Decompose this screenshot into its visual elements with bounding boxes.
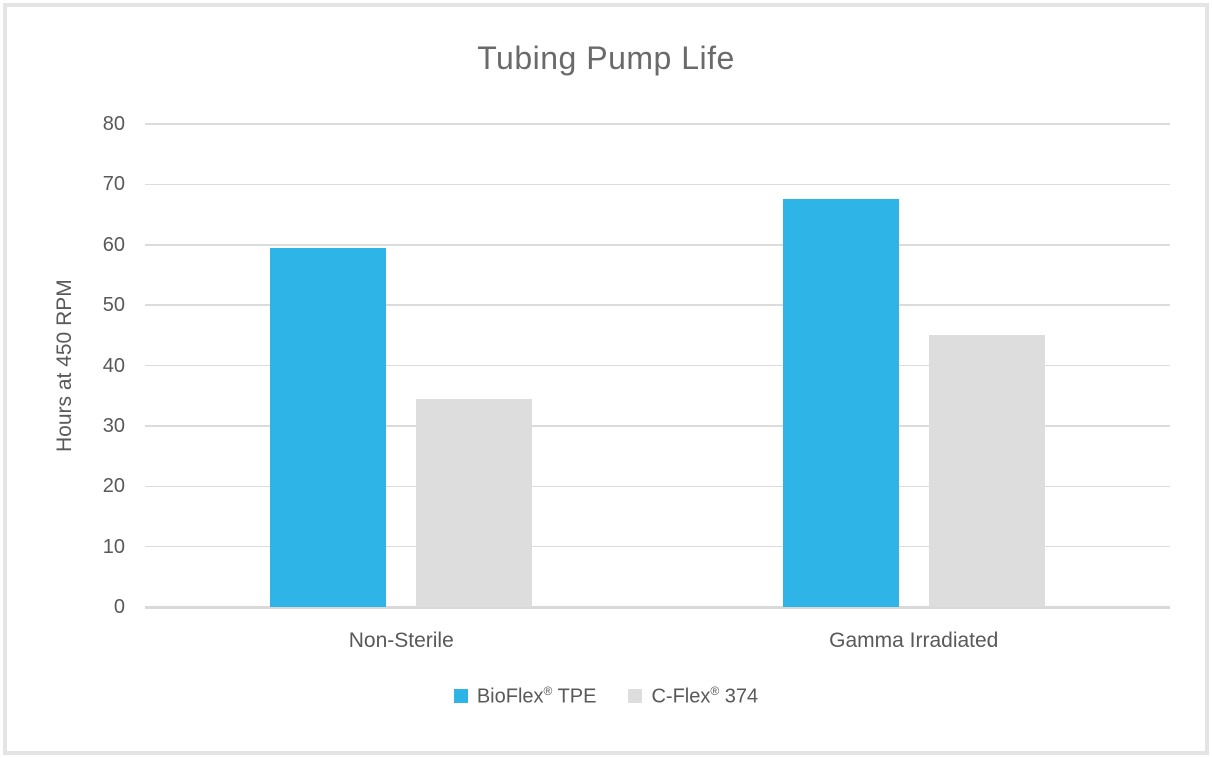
gridline	[145, 123, 1170, 125]
gridline	[145, 304, 1170, 306]
gridline	[145, 425, 1170, 427]
y-tick-label: 80	[102, 113, 125, 135]
legend-swatch-icon	[453, 689, 468, 704]
legend-label: C-Flex® 374	[651, 684, 759, 708]
gridline	[145, 183, 1170, 186]
bar-c-flex-374-gamma-irradiated	[928, 335, 1045, 607]
x-axis-labels: Non-Sterile Gamma Irradiated	[145, 629, 1170, 657]
y-tick-label: 50	[102, 294, 125, 317]
gridline	[145, 545, 1170, 548]
gridline	[145, 485, 1170, 487]
x-category-label: Gamma Irradiated	[829, 629, 999, 652]
x-category-label: Non-Sterile	[348, 629, 454, 652]
bar-bioflex-tpe-gamma-irradiated	[782, 199, 899, 607]
y-tick-label: 30	[102, 414, 125, 437]
legend: BioFlex® TPE C-Flex® 374	[0, 684, 1212, 709]
plot-area	[145, 123, 1170, 609]
bar-c-flex-374-non-sterile	[416, 398, 533, 607]
y-tick-label: 70	[102, 173, 125, 196]
gridline	[145, 605, 1170, 609]
legend-label: BioFlex® TPE	[476, 684, 597, 708]
legend-item: BioFlex® TPE	[453, 684, 597, 709]
y-tick-label: 10	[102, 535, 125, 558]
y-tick-label: 0	[113, 596, 125, 618]
y-tick-label: 40	[102, 354, 125, 377]
chart-title: Tubing Pump Life	[477, 40, 735, 76]
legend-swatch-icon	[628, 689, 643, 704]
bar-bioflex-tpe-non-sterile	[270, 247, 387, 607]
gridline	[145, 364, 1170, 367]
y-tick-label: 20	[102, 475, 125, 498]
y-tick-label: 60	[102, 233, 125, 256]
gridline	[145, 244, 1170, 246]
legend-item: C-Flex® 374	[628, 684, 758, 709]
